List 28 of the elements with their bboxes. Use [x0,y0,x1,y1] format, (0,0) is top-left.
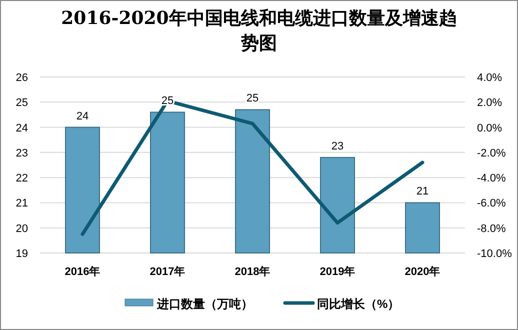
x-tick-label: 2017年 [150,265,186,278]
y2-tick-label: -6.0% [477,198,506,210]
x-tick-label: 2016年 [64,265,100,278]
y-tick-label: 25 [16,97,28,110]
data-label: 21 [416,186,429,198]
legend-label: 进口数量（万吨） [156,297,253,311]
y2-tick-label: 4.0% [477,72,502,84]
y2-tick-label: -10.0% [477,248,512,260]
x-tick-label: 2020年 [404,265,440,278]
y-tick-label: 23 [16,147,28,160]
x-tick-label: 2018年 [234,265,270,278]
y2-tick-label: -4.0% [477,172,506,185]
y2-tick-label: -8.0% [477,222,506,235]
y-tick-label: 19 [16,248,28,260]
data-label: 24 [76,110,89,122]
y2-tick-label: -2.0% [477,147,506,160]
y-tick-label: 26 [16,72,28,84]
chart-title: 2016-2020年中国电线和电缆进口数量及增速趋势图 [60,7,458,56]
y-tick-label: 22 [16,172,28,185]
y-tick-label: 20 [16,222,28,235]
y2-tick-label: 2.0% [477,97,502,110]
data-label: 25 [246,92,259,105]
data-label: 23 [331,140,344,152]
legend-label: 同比增长（%） [317,297,400,311]
y2-tick-label: 0.0% [477,122,502,134]
x-tick-label: 2019年 [320,265,356,278]
y-tick-label: 24 [16,122,28,134]
y-tick-label: 21 [16,198,28,210]
